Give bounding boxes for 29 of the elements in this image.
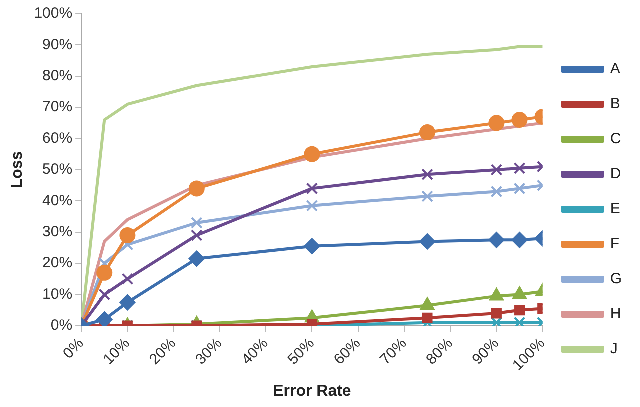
legend-label: A: [610, 60, 620, 78]
y-tick-label: 100%: [34, 5, 73, 22]
x-tick-label: 50%: [284, 335, 318, 368]
y-tick-label: 60%: [42, 130, 73, 147]
y-tick-label: 0%: [50, 317, 73, 334]
y-tick-label: 50%: [42, 161, 73, 178]
x-tick-label: 60%: [330, 335, 364, 368]
y-tick-label: 90%: [42, 36, 73, 54]
legend-label: H: [610, 306, 622, 323]
legend-label: F: [610, 236, 620, 253]
y-tick-label: 30%: [42, 224, 73, 240]
legend-label: B: [610, 96, 620, 113]
legend-label: G: [610, 270, 622, 288]
x-tick-label: 30%: [192, 335, 226, 368]
y-tick-label: 40%: [42, 192, 73, 210]
y-axis-title: Loss: [9, 151, 26, 189]
x-tick-label: 40%: [238, 335, 272, 368]
x-tick-label: 90%: [469, 335, 502, 368]
y-tick-label: 80%: [42, 68, 73, 85]
y-tick-label: 10%: [42, 286, 73, 303]
legend-label: E: [610, 200, 620, 218]
y-tick-label: 20%: [42, 254, 73, 272]
x-axis-title: Error Rate: [273, 382, 352, 400]
x-tick-label: 70%: [376, 335, 410, 368]
legend-label: C: [610, 130, 622, 148]
y-tick-label: 70%: [42, 98, 73, 116]
x-tick-label: 80%: [423, 335, 456, 368]
legend-label: J: [610, 340, 618, 358]
legend-label: D: [610, 166, 622, 183]
